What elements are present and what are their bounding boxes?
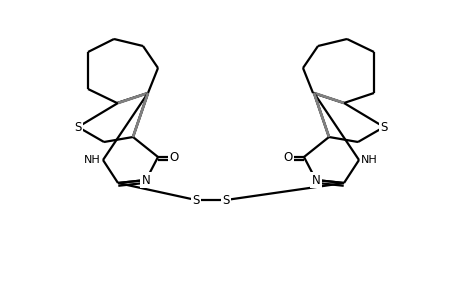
Text: O: O [283, 151, 292, 164]
Text: NH: NH [360, 155, 377, 165]
Text: S: S [222, 194, 229, 206]
Text: S: S [192, 194, 199, 206]
Text: NH: NH [84, 155, 101, 165]
Text: N: N [311, 173, 319, 187]
Text: N: N [141, 173, 150, 187]
Text: O: O [169, 151, 178, 164]
Text: S: S [74, 121, 82, 134]
Text: S: S [380, 121, 387, 134]
